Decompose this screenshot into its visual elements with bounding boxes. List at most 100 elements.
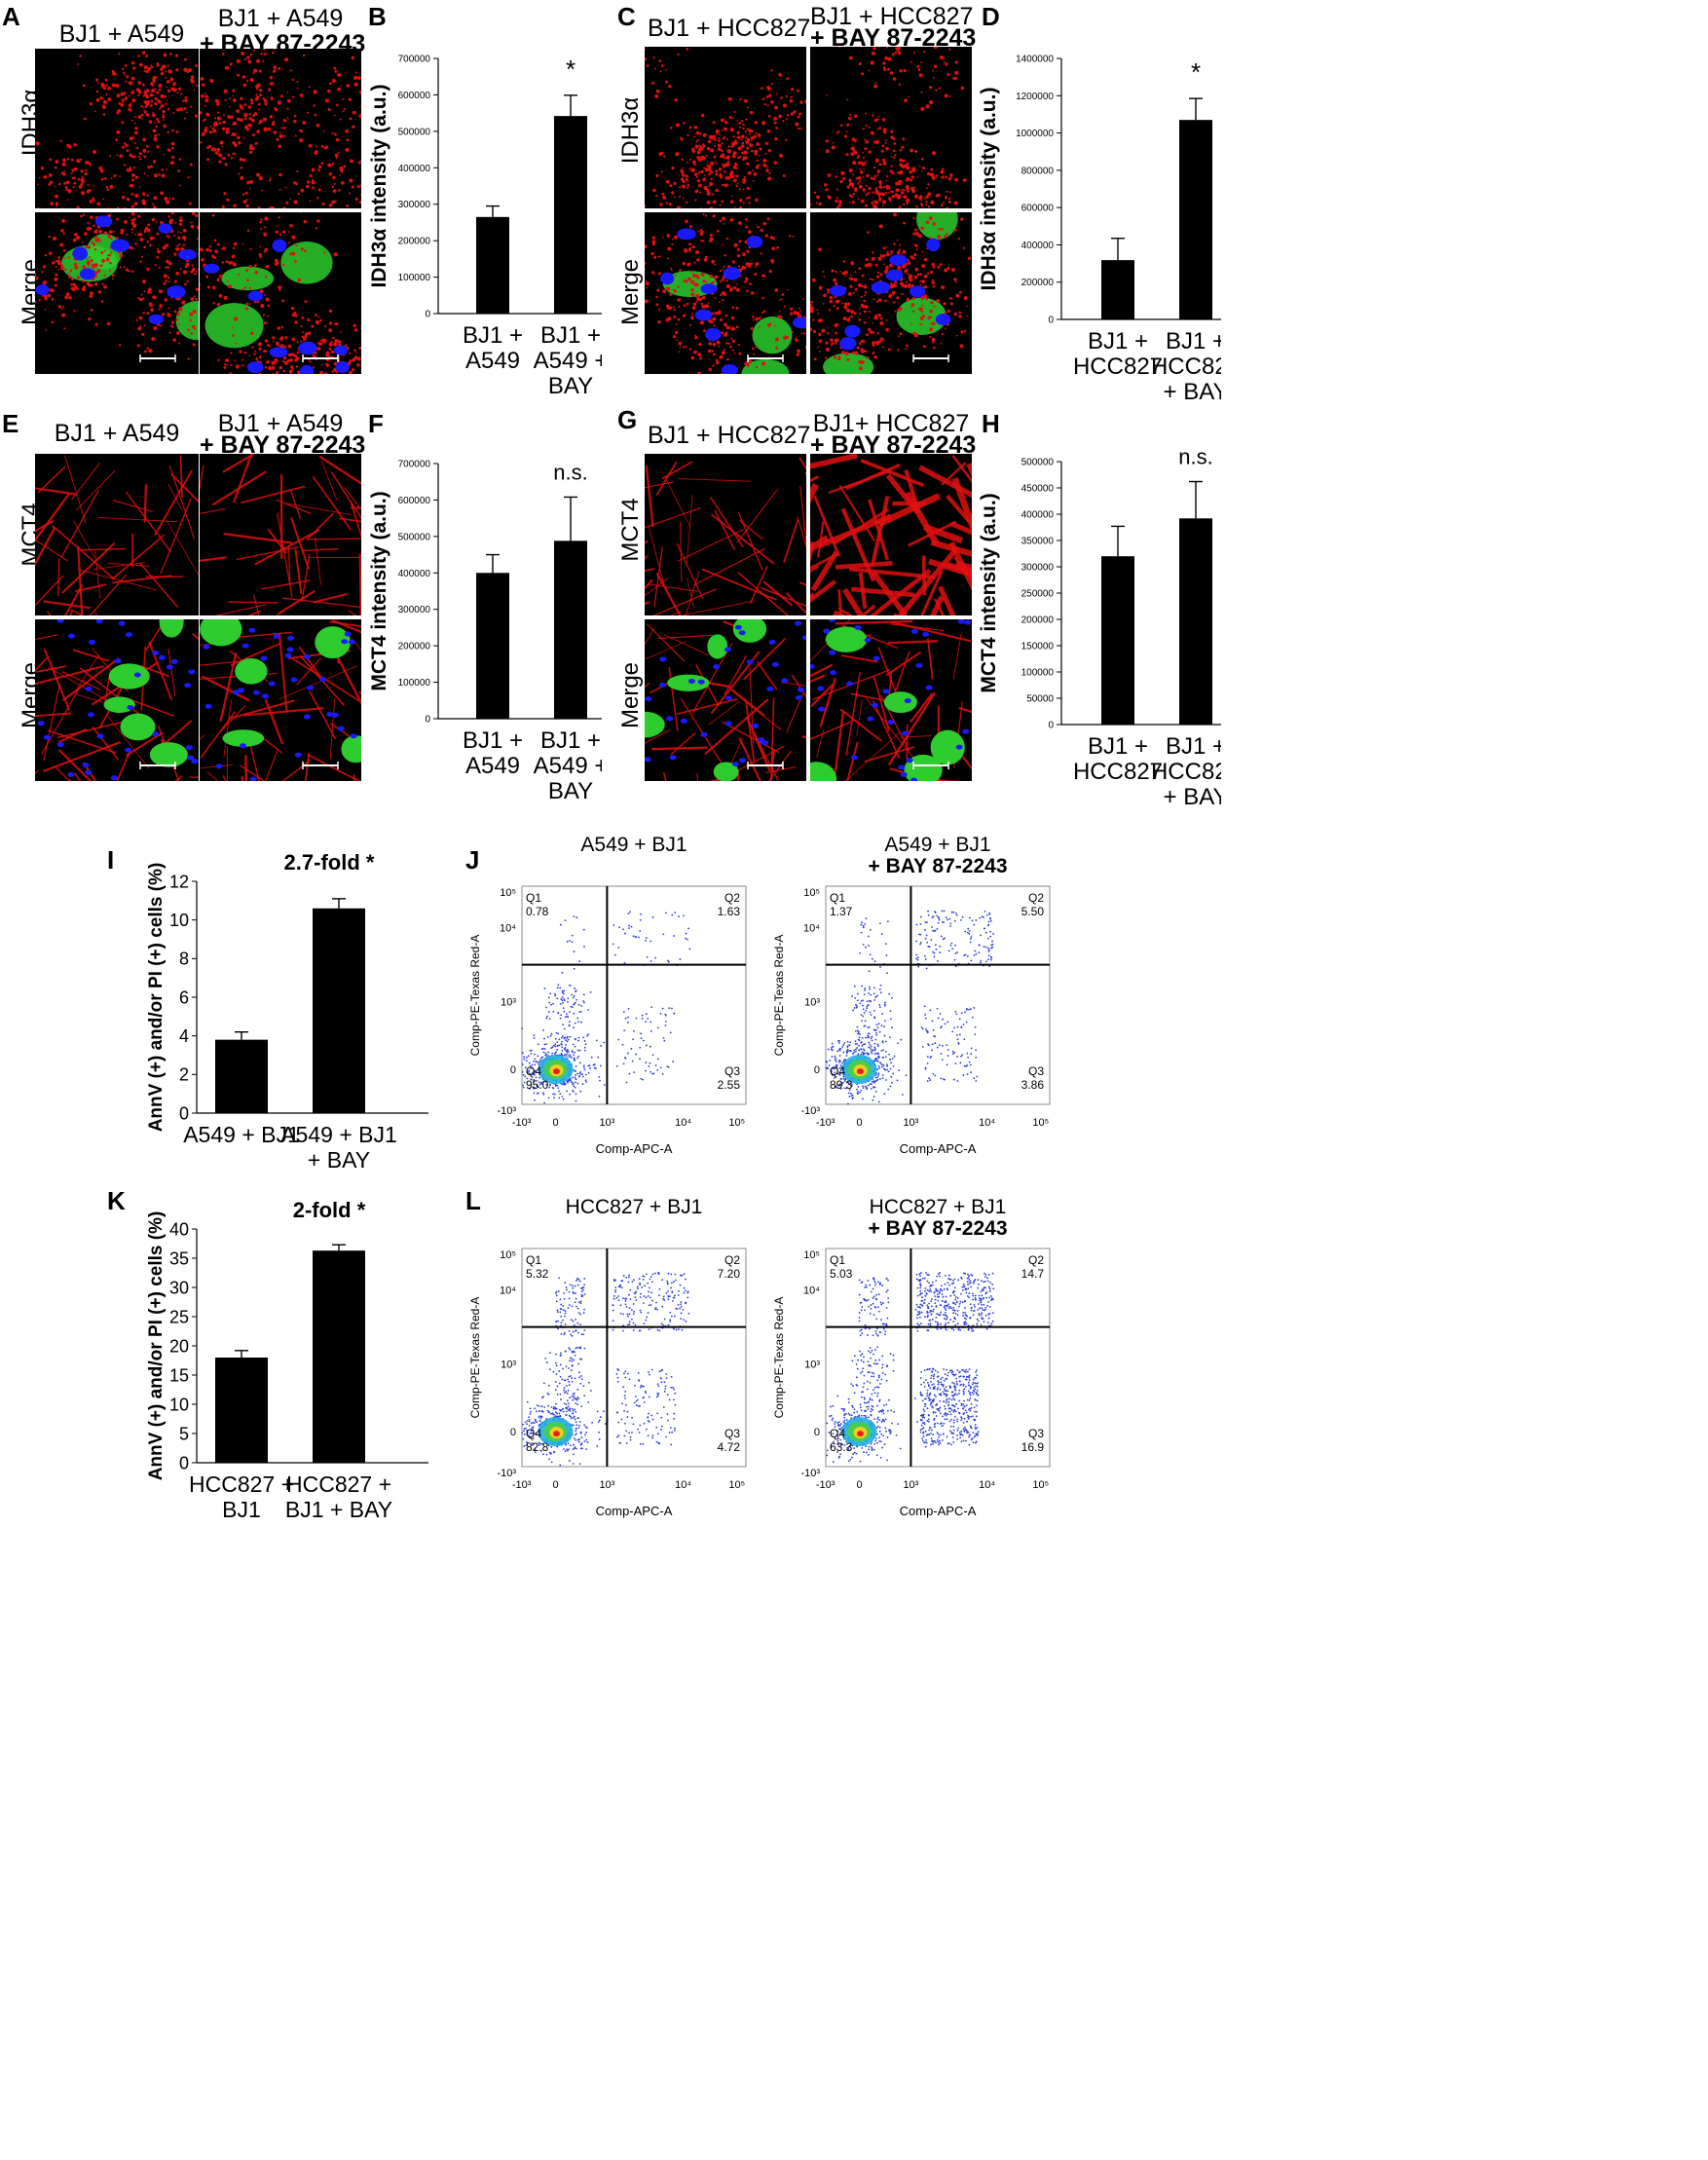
event-dot xyxy=(964,1272,967,1275)
x-axis-label: Comp-APC-A xyxy=(900,1141,977,1156)
event-dot xyxy=(576,1072,579,1075)
event-dot xyxy=(537,1061,539,1064)
event-dot xyxy=(984,1314,987,1317)
event-dot xyxy=(559,1017,562,1020)
event-dot xyxy=(860,1414,863,1417)
event-dot xyxy=(649,1373,650,1376)
event-dot xyxy=(857,1085,860,1088)
event-dot xyxy=(924,1014,926,1016)
event-dot xyxy=(933,1417,936,1420)
event-dot xyxy=(674,1403,677,1406)
event-dot xyxy=(919,1289,922,1292)
event-dot xyxy=(869,1397,872,1399)
event-dot xyxy=(643,1385,645,1388)
event-dot xyxy=(575,1421,577,1424)
event-dot xyxy=(980,959,983,962)
event-dot xyxy=(949,1407,951,1410)
event-dot xyxy=(944,1307,947,1310)
event-dot xyxy=(572,1398,575,1401)
event-dot xyxy=(837,1039,839,1042)
event-dot xyxy=(879,1061,882,1064)
event-dot xyxy=(522,1084,524,1087)
event-dot xyxy=(953,1278,956,1281)
event-dot xyxy=(867,1026,870,1028)
bar xyxy=(215,1358,268,1463)
event-dot xyxy=(627,1372,629,1375)
event-dot xyxy=(965,1021,968,1024)
event-dot xyxy=(638,1329,641,1332)
event-dot xyxy=(945,1395,947,1397)
event-dot xyxy=(615,1411,618,1414)
event-dot xyxy=(871,1080,873,1083)
event-dot xyxy=(880,1410,883,1413)
event-dot xyxy=(540,1443,543,1445)
event-dot xyxy=(887,1279,889,1282)
event-dot xyxy=(919,933,922,936)
event-dot xyxy=(650,1276,652,1278)
event-dot xyxy=(657,1442,660,1444)
event-dot xyxy=(574,987,576,989)
event-dot xyxy=(565,1013,568,1015)
event-dot xyxy=(523,1056,526,1059)
event-dot xyxy=(542,1442,544,1445)
event-dot xyxy=(583,1395,586,1397)
event-dot xyxy=(564,1082,567,1085)
event-dot xyxy=(969,1407,971,1410)
event-dot xyxy=(678,1289,680,1292)
event-dot xyxy=(885,1290,888,1293)
event-dot xyxy=(854,1050,857,1053)
event-dot xyxy=(573,1415,576,1418)
event-dot xyxy=(881,1065,883,1068)
event-dot xyxy=(599,1064,602,1067)
category-label: BJ1 + xyxy=(1088,733,1148,760)
event-dot xyxy=(947,1049,949,1051)
event-dot xyxy=(930,1443,932,1446)
event-dot xyxy=(558,1097,561,1099)
event-dot xyxy=(567,1442,570,1445)
density-core xyxy=(857,1431,864,1437)
event-dot xyxy=(864,1309,867,1312)
event-dot xyxy=(934,1426,936,1428)
quadrant-value: 5.32 xyxy=(526,1267,549,1281)
event-dot xyxy=(681,1274,684,1277)
event-dot xyxy=(946,1063,948,1066)
event-dot xyxy=(576,1403,579,1406)
event-dot xyxy=(538,1420,541,1422)
event-dot xyxy=(688,948,691,950)
event-dot xyxy=(888,992,891,995)
event-dot xyxy=(528,1424,531,1427)
event-dot xyxy=(680,1305,683,1308)
event-dot xyxy=(615,1065,618,1067)
event-dot xyxy=(556,1412,558,1415)
event-dot xyxy=(877,1057,880,1060)
event-dot xyxy=(925,1438,928,1441)
event-dot xyxy=(573,1453,575,1456)
event-dot xyxy=(924,938,927,940)
event-dot xyxy=(614,1279,616,1282)
event-dot xyxy=(528,1419,531,1421)
event-dot xyxy=(551,1412,554,1415)
event-dot xyxy=(623,1409,626,1412)
event-dot xyxy=(567,1408,570,1411)
event-dot xyxy=(861,1353,864,1356)
event-dot xyxy=(849,1050,852,1053)
event-dot xyxy=(942,1415,944,1418)
event-dot xyxy=(654,1308,656,1311)
event-dot xyxy=(578,1376,580,1379)
event-dot xyxy=(961,915,964,918)
event-dot xyxy=(945,1295,947,1298)
event-dot xyxy=(526,1056,528,1059)
event-dot xyxy=(533,1037,536,1039)
event-dot xyxy=(865,1451,868,1454)
x-tick-label: 10⁴ xyxy=(979,1479,995,1491)
event-dot xyxy=(571,1334,574,1337)
event-dot xyxy=(879,991,882,994)
event-dot xyxy=(962,1272,965,1275)
event-dot xyxy=(836,1437,839,1439)
event-dot xyxy=(598,1438,601,1440)
y-tick-label: 0 xyxy=(510,1427,516,1438)
event-dot xyxy=(649,1061,651,1064)
event-dot xyxy=(982,1287,984,1290)
event-dot xyxy=(963,1388,966,1391)
event-dot xyxy=(667,1272,670,1275)
